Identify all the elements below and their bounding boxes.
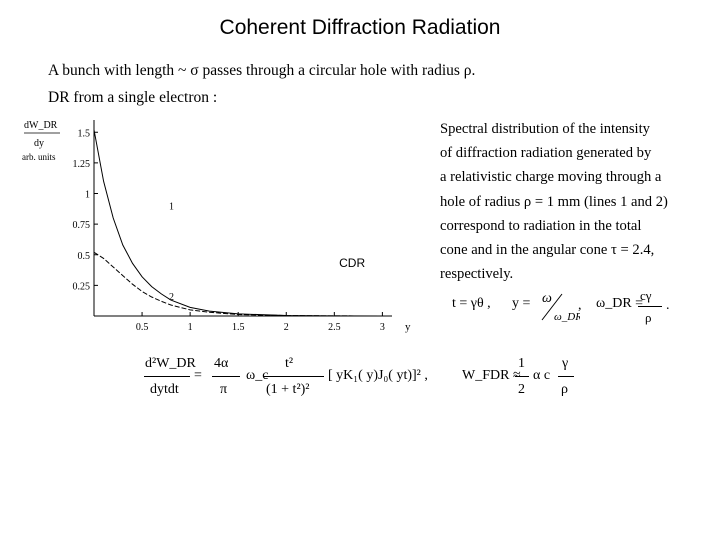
main-eq-bracket: [ yK₁( y)J₀( yt)]² ,: [328, 368, 428, 383]
main-eq-omega: ω_c: [246, 368, 269, 383]
x-tick-label: 1.5: [232, 322, 245, 333]
chart-annotation: 1: [169, 201, 174, 212]
omega-dr-numerator: cγ: [640, 288, 652, 303]
description-line: a relativistic charge moving through a: [440, 169, 662, 186]
y-definition-denominator: ω_DR: [554, 311, 580, 323]
y-definition-numerator: ω: [542, 291, 552, 306]
x-tick-label: 3: [380, 322, 385, 333]
spectral-distribution-chart: dW_DR dy arb. units y 0.5 1 1.5 2 2.5 3 0.25 0.…: [22, 120, 411, 333]
y-tick-label: 1.5: [78, 128, 91, 139]
y-tick-label: 1: [85, 190, 90, 201]
y-tick-label: 0.5: [78, 251, 91, 262]
main-eq-frac-bar: [264, 376, 324, 377]
main-eq-frac-numerator: t²: [285, 356, 294, 371]
wfdr-alpha-c: α c: [533, 368, 551, 383]
omega-dr-denominator: ρ: [645, 310, 652, 325]
y-tick-label: 0.25: [73, 281, 91, 292]
series-line-1: [93, 129, 383, 317]
omega-dr-period: .: [666, 298, 670, 313]
chart-annotation: 2: [169, 292, 174, 303]
wfdr-half-numerator: 1: [518, 356, 525, 371]
t-definition: t = γθ ,: [452, 296, 491, 311]
figure-description: Spectral distribution of the intensity o…: [440, 117, 690, 286]
y-axis-label-top: dW_DR: [24, 120, 58, 131]
x-axis-label: y: [405, 321, 411, 333]
description-line: cone and in the angular cone τ = 2.4,: [440, 242, 655, 259]
wfdr-frac-denominator: ρ: [561, 382, 568, 397]
main-eq-equals: =: [194, 368, 202, 383]
main-eq-lhs-numerator: d²W_DR: [145, 356, 196, 371]
y-definition-comma: ,: [578, 298, 582, 313]
series-line-2: [93, 251, 383, 317]
omega-dr-definition-lhs: ω_DR =: [596, 296, 644, 311]
intro-line-2: DR from a single electron :: [48, 89, 218, 106]
main-eq-coef-denominator: π: [220, 382, 228, 397]
omega-dr-fraction-bar: [638, 306, 662, 307]
main-eq-lhs-bar: [144, 376, 190, 377]
wfdr-frac-bar: [558, 376, 574, 377]
wfdr-half-bar: [515, 376, 529, 377]
main-eq-frac-denominator: (1 + t²)²: [266, 382, 310, 397]
main-eq-lhs-denominator: dytdt: [150, 382, 179, 397]
description-line: respectively.: [440, 266, 514, 283]
main-eq-coef-numerator: 4α: [214, 356, 229, 371]
description-line: of diffraction radiation generated by: [440, 145, 652, 162]
intro-line-1: A bunch with length ~ σ passes through a…: [48, 62, 476, 79]
wfdr-lhs: W_FDR ≈: [462, 368, 521, 383]
y-tick-label: 0.75: [73, 220, 91, 231]
description-line: correspond to radiation in the total: [440, 217, 642, 234]
y-tick-label: 1.25: [73, 159, 91, 170]
wfdr-frac-numerator: γ: [562, 356, 569, 371]
main-eq-coef-bar: [212, 376, 240, 377]
y-axis-label-middle: dy: [34, 138, 44, 149]
y-definition-lhs: y =: [512, 296, 531, 311]
page-title: Coherent Diffraction Radiation: [219, 16, 501, 39]
description-line: Spectral distribution of the intensity: [440, 121, 650, 137]
chart-annotation: CDR: [339, 256, 365, 270]
y-definition-slash: [541, 293, 563, 321]
description-line: hole of radius ρ = 1 mm (lines 1 and 2): [440, 193, 668, 210]
x-tick-label: 2: [284, 322, 289, 333]
x-tick-label: 2.5: [328, 322, 341, 333]
x-tick-label: 0.5: [136, 322, 149, 333]
x-tick-label: 1: [188, 322, 193, 333]
wfdr-half-denominator: 2: [518, 382, 525, 397]
y-axis-label-bottom: arb. units: [22, 152, 56, 162]
y-definition-fraction: ω ω_DR: [541, 291, 580, 323]
